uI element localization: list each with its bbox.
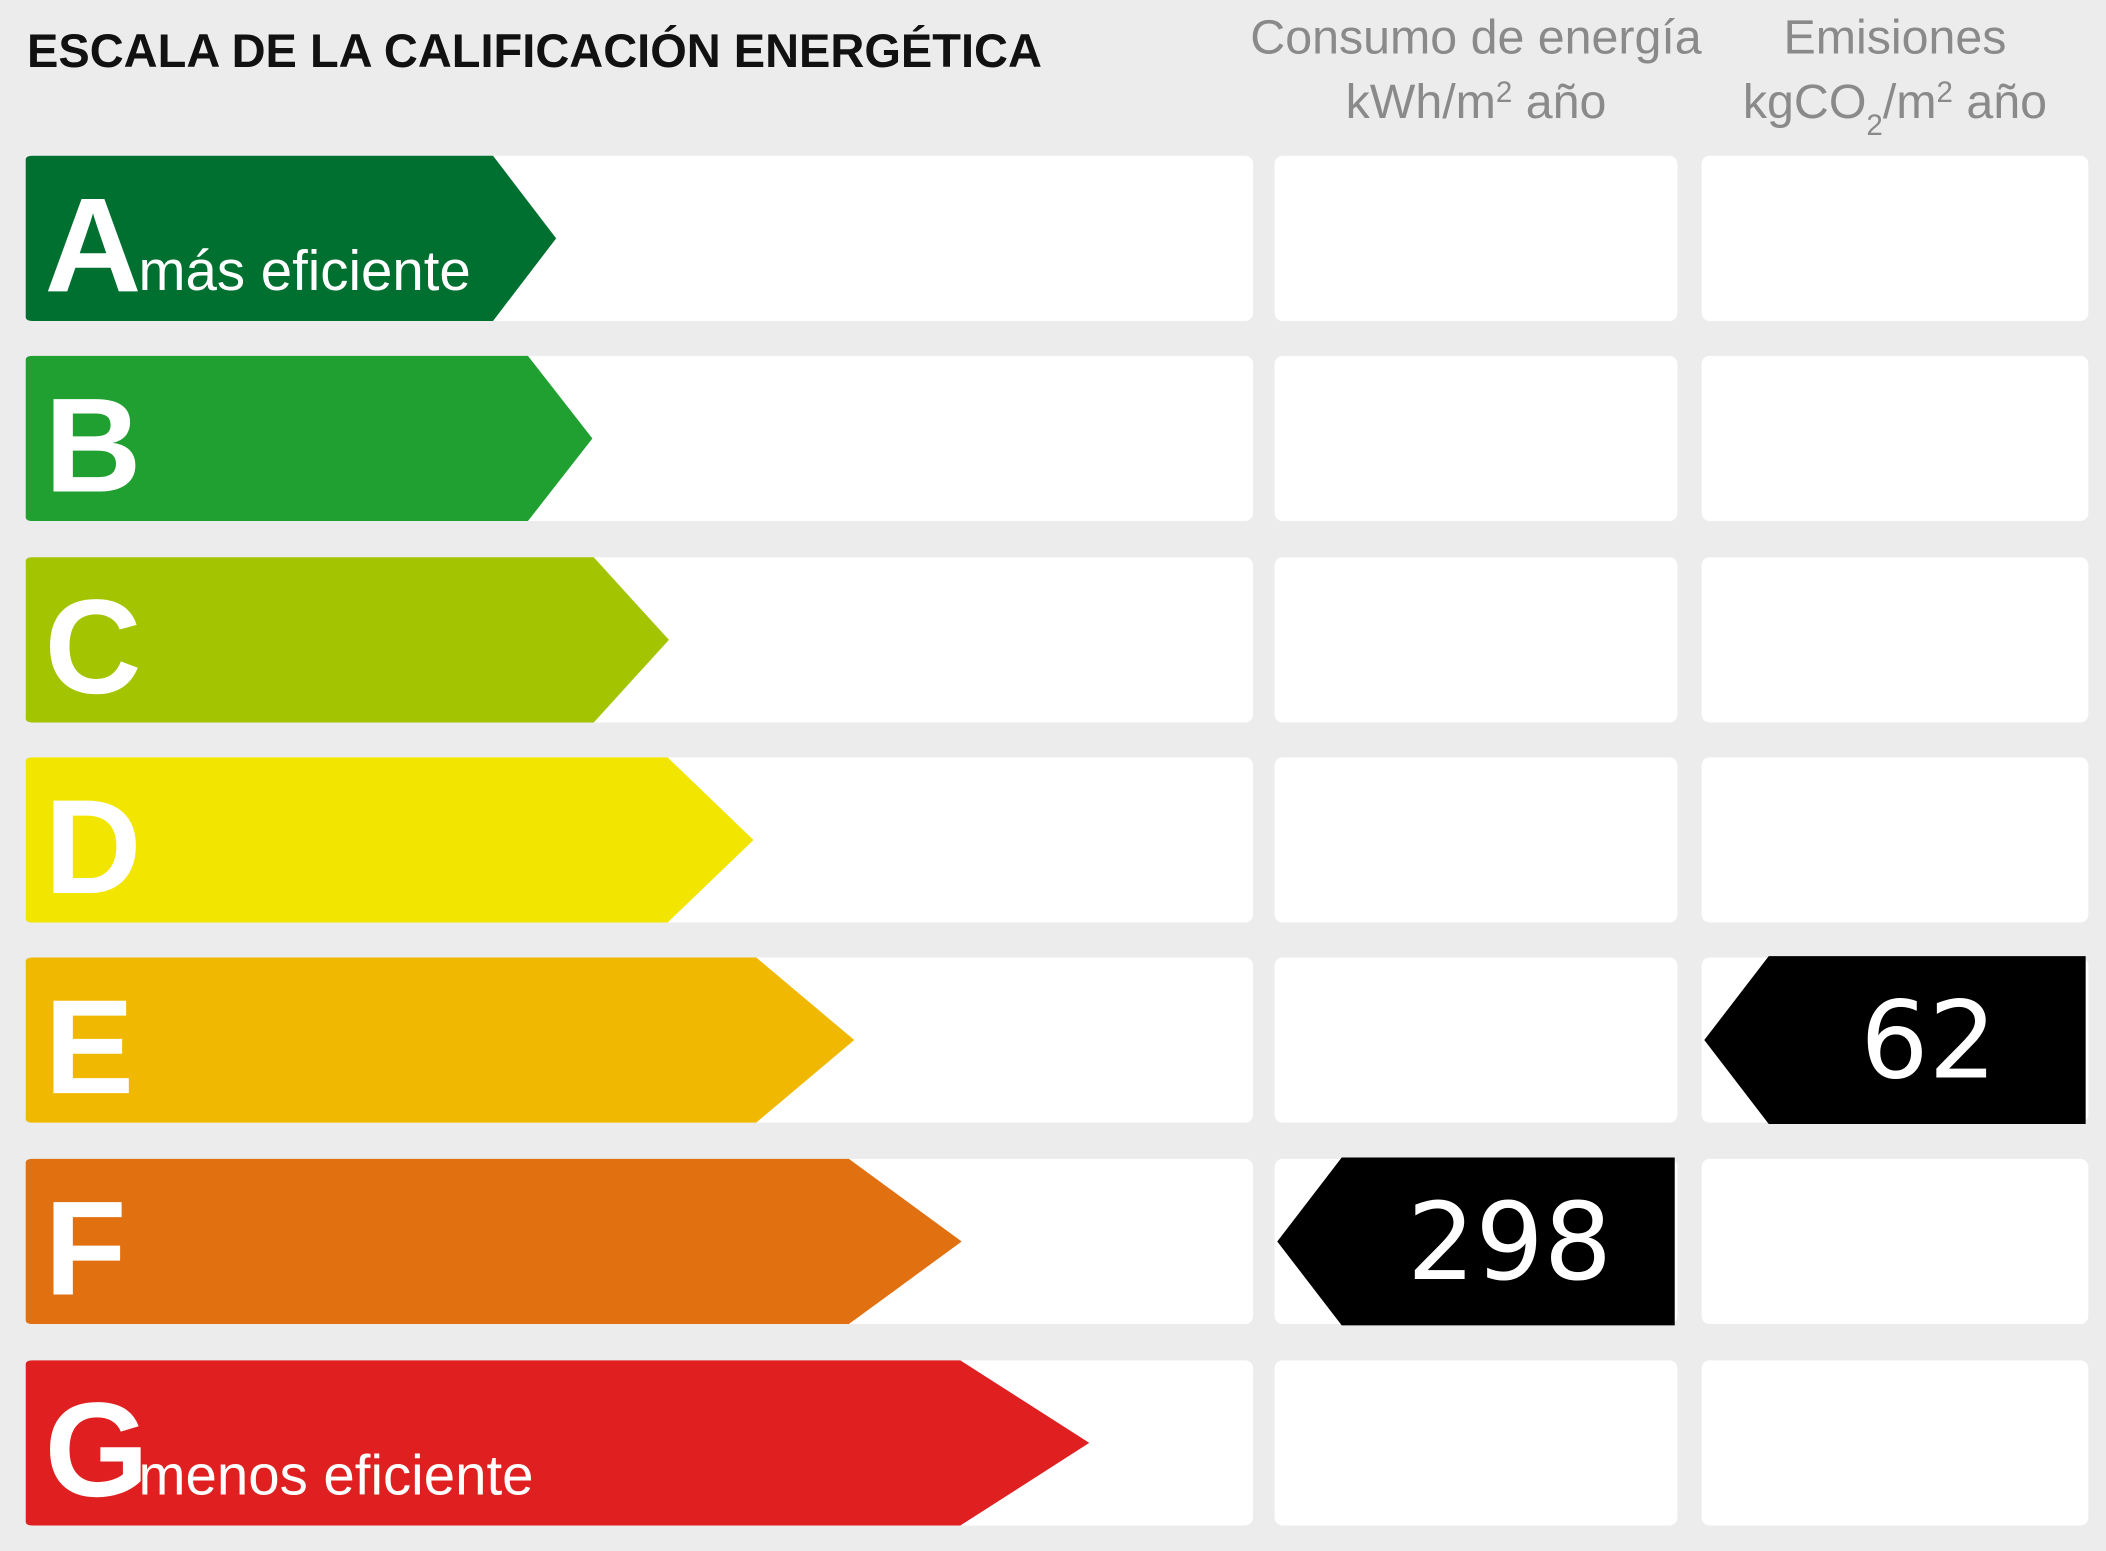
- value-box: [1701, 557, 2089, 723]
- unit-text: año: [1512, 75, 1606, 129]
- rating-pointer: [1704, 956, 2086, 1124]
- column-unit: kgCO2/m2 año: [1743, 75, 2047, 142]
- unit-text: kgCO: [1743, 75, 1867, 129]
- unit-text: año: [1953, 75, 2047, 129]
- rating-arrow: [25, 1158, 962, 1325]
- title: ESCALA DE LA CALIFICACIÓN ENERGÉTICA: [27, 24, 1042, 77]
- superscript: 2: [1496, 76, 1512, 109]
- rating-pointer: [1277, 1157, 1675, 1326]
- rating-arrow: [25, 355, 593, 522]
- unit-text: /m: [1883, 75, 1937, 129]
- unit-text: kWh/m: [1346, 75, 1496, 129]
- value-box: [1274, 757, 1678, 923]
- value-box: [1274, 155, 1678, 321]
- rating-letter: D: [45, 772, 142, 922]
- value-box: [1274, 355, 1678, 522]
- value-box: [1701, 757, 2089, 923]
- rating-letter: B: [45, 370, 142, 520]
- value-box: [1701, 1360, 2089, 1526]
- rating-value: 62: [1860, 979, 1997, 1104]
- rating-note: menos eficiente: [139, 1444, 534, 1507]
- column-header: Consumo de energía: [1250, 11, 1701, 65]
- rating-arrow: [25, 1360, 1090, 1526]
- value-box: [1274, 557, 1678, 723]
- value-box: [1701, 1158, 2089, 1325]
- rating-note: más eficiente: [139, 239, 471, 302]
- rating-letter: F: [45, 1174, 127, 1324]
- superscript: 2: [1937, 76, 1953, 109]
- rating-value: 298: [1407, 1180, 1612, 1305]
- rating-arrow: [25, 957, 855, 1123]
- value-box: [1274, 1360, 1678, 1526]
- value-box: [1701, 155, 2089, 321]
- column-header: Emisiones: [1784, 11, 2007, 65]
- value-box: [1274, 957, 1678, 1123]
- column-unit: kWh/m2 año: [1346, 75, 1607, 129]
- rating-letter: G: [45, 1375, 149, 1525]
- rating-letter: E: [45, 972, 135, 1122]
- rating-letter: C: [45, 572, 142, 722]
- rating-arrow: [25, 557, 669, 723]
- value-box: [1701, 355, 2089, 522]
- rating-arrow: [25, 155, 557, 321]
- rating-arrow: [25, 757, 754, 923]
- subscript: 2: [1866, 109, 1882, 142]
- rating-letter: A: [45, 170, 142, 320]
